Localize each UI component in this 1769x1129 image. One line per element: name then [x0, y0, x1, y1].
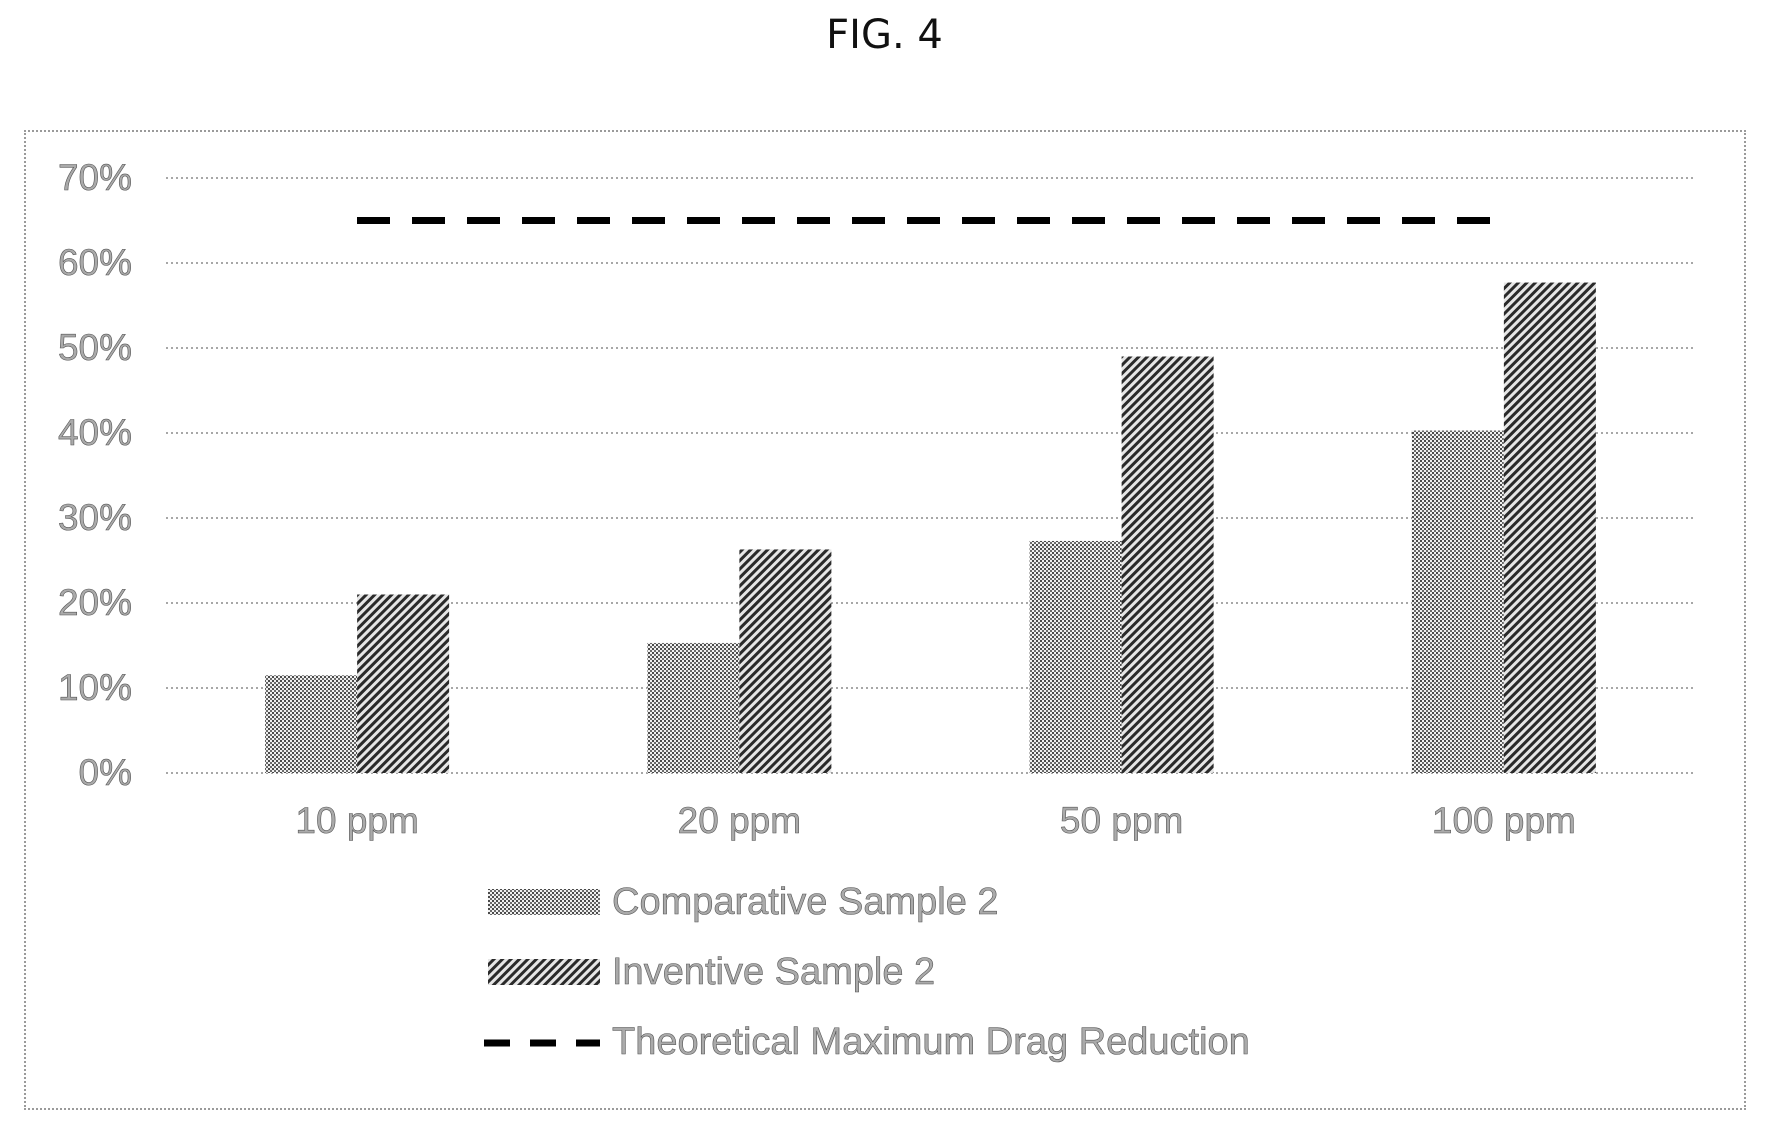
- y-tick-label: 20%: [58, 582, 132, 623]
- x-category-label: 10 ppm: [295, 800, 418, 841]
- y-tick-label: 40%: [58, 412, 132, 453]
- chart-frame: [24, 130, 1746, 1110]
- y-tick-label: 60%: [58, 242, 132, 283]
- bar-comparative-0: [265, 675, 358, 773]
- legend-swatch-comparative: [488, 889, 600, 915]
- bar-comparative-2: [1029, 540, 1122, 773]
- bar-comparative-1: [647, 642, 740, 773]
- bar-inventive-3: [1503, 282, 1596, 773]
- legend-swatch-inventive: [488, 959, 600, 985]
- x-category-label: 50 ppm: [1060, 800, 1183, 841]
- bar-inventive-1: [739, 549, 832, 773]
- legend-label: Inventive Sample 2: [612, 951, 935, 993]
- bar-inventive-0: [357, 594, 450, 773]
- x-category-label: 100 ppm: [1432, 800, 1576, 841]
- x-category-label: 20 ppm: [678, 800, 801, 841]
- legend-label: Comparative Sample 2: [612, 881, 999, 923]
- legend: Comparative Sample 2 Inventive Sample 2 Th…: [484, 881, 1250, 1063]
- bar-comparative-3: [1411, 430, 1504, 773]
- figure-title: FIG. 4: [826, 12, 943, 58]
- x-axis-categories: 10 ppm 20 ppm 50 ppm 100 ppm: [295, 800, 1576, 842]
- y-tick-label: 70%: [58, 157, 132, 198]
- y-tick-label: 0%: [79, 752, 132, 793]
- y-tick-label: 10%: [58, 667, 132, 708]
- y-tick-label: 50%: [58, 327, 132, 368]
- legend-label: Theoretical Maximum Drag Reduction: [612, 1021, 1250, 1063]
- bars: [265, 282, 1596, 773]
- y-axis-ticks: 0% 10% 20% 30% 40% 50% 60% 70%: [58, 157, 133, 794]
- y-tick-label: 30%: [58, 497, 132, 538]
- bar-inventive-2: [1121, 356, 1214, 773]
